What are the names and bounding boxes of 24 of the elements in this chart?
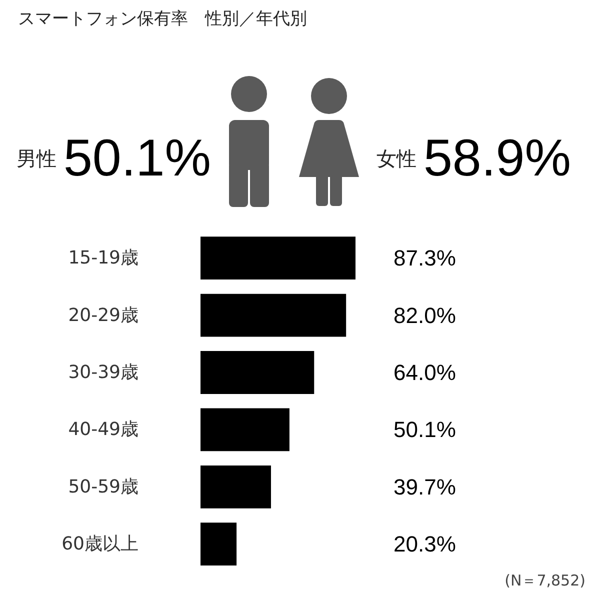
y-tick-label: 15-19歳: [68, 248, 139, 269]
bar: [200, 408, 290, 452]
y-tick-label: 40-49歳: [68, 419, 139, 440]
data-label: 64.0%: [394, 360, 456, 385]
bar: [200, 294, 346, 337]
data-label: 82.0%: [394, 302, 456, 328]
bar: [200, 522, 237, 566]
bar: [200, 465, 271, 508]
data-label: 87.3%: [394, 246, 456, 271]
data-label: 39.7%: [394, 474, 456, 500]
data-label: 20.3%: [394, 532, 456, 557]
y-tick-label: 50-59歳: [68, 476, 139, 498]
bar: [200, 236, 356, 280]
text: スマートフォン保有率 性別／年代別: [17, 8, 307, 31]
category-label: 女性: [376, 146, 416, 170]
data-label: 50.1%: [64, 130, 211, 188]
category-label: 男性: [16, 146, 56, 170]
data-label: 50.1%: [394, 417, 456, 442]
y-tick-label: 20-29歳: [68, 304, 139, 326]
data-label: 58.9%: [424, 130, 571, 188]
bar: [200, 351, 314, 394]
y-tick-label: 30-39歳: [68, 362, 139, 383]
text: (N＝7,852): [504, 572, 586, 590]
y-tick-label: 60歳以上: [62, 534, 138, 555]
